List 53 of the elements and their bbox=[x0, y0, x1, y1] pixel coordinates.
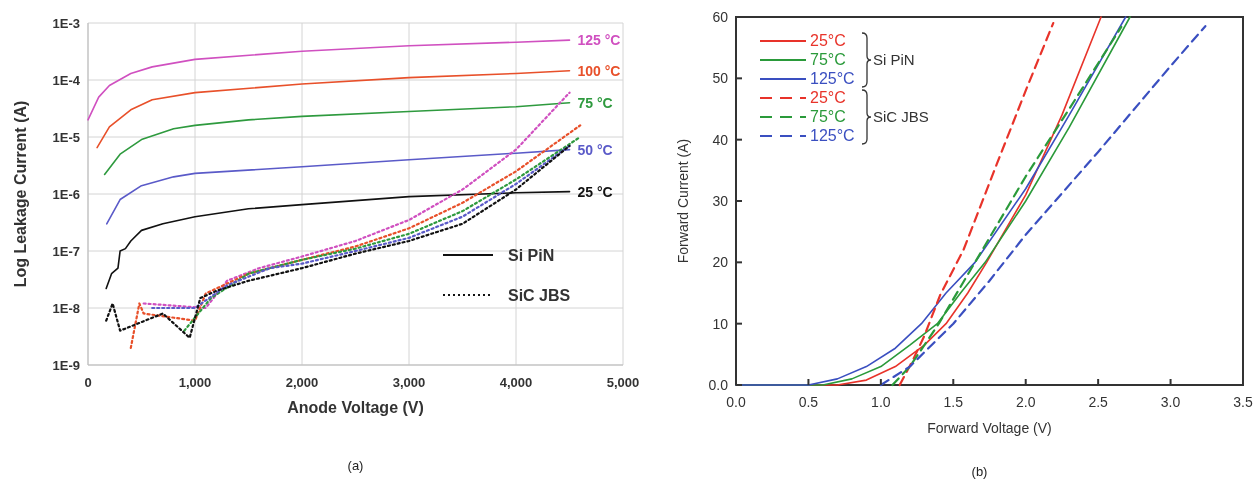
x-tick-label: 2,000 bbox=[285, 375, 319, 390]
x-tick-label: 1.0 bbox=[871, 394, 891, 410]
line-series bbox=[87, 39, 571, 121]
annotation: SiC JBS bbox=[873, 108, 929, 125]
y-axis-title: Log Leakage Current (A) bbox=[12, 100, 29, 288]
y-tick-label: 1E-7 bbox=[52, 244, 80, 259]
text: (a) bbox=[347, 458, 364, 473]
x-axis-title: Forward Voltage (V) bbox=[927, 420, 1052, 436]
line-series bbox=[105, 144, 571, 339]
y-tick-label: 1E-3 bbox=[52, 16, 80, 31]
x-tick-label: 5,000 bbox=[606, 375, 640, 390]
line-series bbox=[142, 91, 571, 310]
legend-label: 125°C bbox=[810, 70, 855, 87]
y-tick-label: 30 bbox=[712, 193, 729, 209]
x-tick-label: 2.5 bbox=[1088, 394, 1109, 410]
x-tick-label: 3,000 bbox=[392, 375, 426, 390]
x-tick-label: 0.0 bbox=[726, 394, 746, 410]
legend-label: 125°C bbox=[810, 127, 855, 144]
line-series bbox=[103, 101, 571, 176]
y-tick-label: 50 bbox=[712, 70, 729, 87]
y-tick-label: 10 bbox=[712, 315, 729, 332]
x-tick-label: 0.5 bbox=[798, 394, 819, 410]
legend-label: 75°C bbox=[810, 108, 846, 125]
annotation: Si PiN bbox=[508, 247, 555, 264]
y-tick-label: 1E-4 bbox=[52, 73, 81, 88]
y-tick-label: 1E-5 bbox=[52, 130, 80, 145]
x-tick-label: 0 bbox=[84, 375, 92, 390]
x-tick-label: 4,000 bbox=[499, 375, 533, 390]
y-tick-label: 20 bbox=[712, 254, 729, 271]
legend-label: 25°C bbox=[810, 89, 846, 106]
series-label: 75 °C bbox=[577, 94, 613, 111]
y-tick-label: 40 bbox=[712, 131, 729, 148]
y-tick-label: 1E-8 bbox=[52, 301, 80, 316]
x-tick-label: 3.5 bbox=[1233, 394, 1253, 410]
text: (b) bbox=[971, 464, 988, 479]
y-tick-label: 1E-6 bbox=[52, 187, 80, 202]
x-tick-label: 3.0 bbox=[1160, 394, 1181, 410]
annotation: SiC JBS bbox=[508, 287, 571, 304]
series-label: 125 °C bbox=[577, 32, 621, 49]
series-label: 100 °C bbox=[577, 62, 621, 79]
series-label: 50 °C bbox=[577, 141, 613, 158]
series-label: 25 °C bbox=[577, 183, 613, 200]
x-axis-title: Anode Voltage (V) bbox=[287, 399, 424, 416]
x-tick-label: 1,000 bbox=[178, 375, 212, 390]
y-axis-title: Forward Current (A) bbox=[675, 138, 691, 264]
y-tick-label: 1E-9 bbox=[52, 358, 80, 373]
annotation: Si PiN bbox=[873, 51, 915, 68]
x-tick-label: 1.5 bbox=[943, 394, 964, 410]
legend-label: 75°C bbox=[810, 51, 846, 68]
x-tick-label: 2.0 bbox=[1015, 394, 1036, 410]
legend-label: 25°C bbox=[810, 32, 846, 49]
y-tick-label: 60 bbox=[712, 9, 729, 25]
line-series bbox=[96, 70, 571, 149]
